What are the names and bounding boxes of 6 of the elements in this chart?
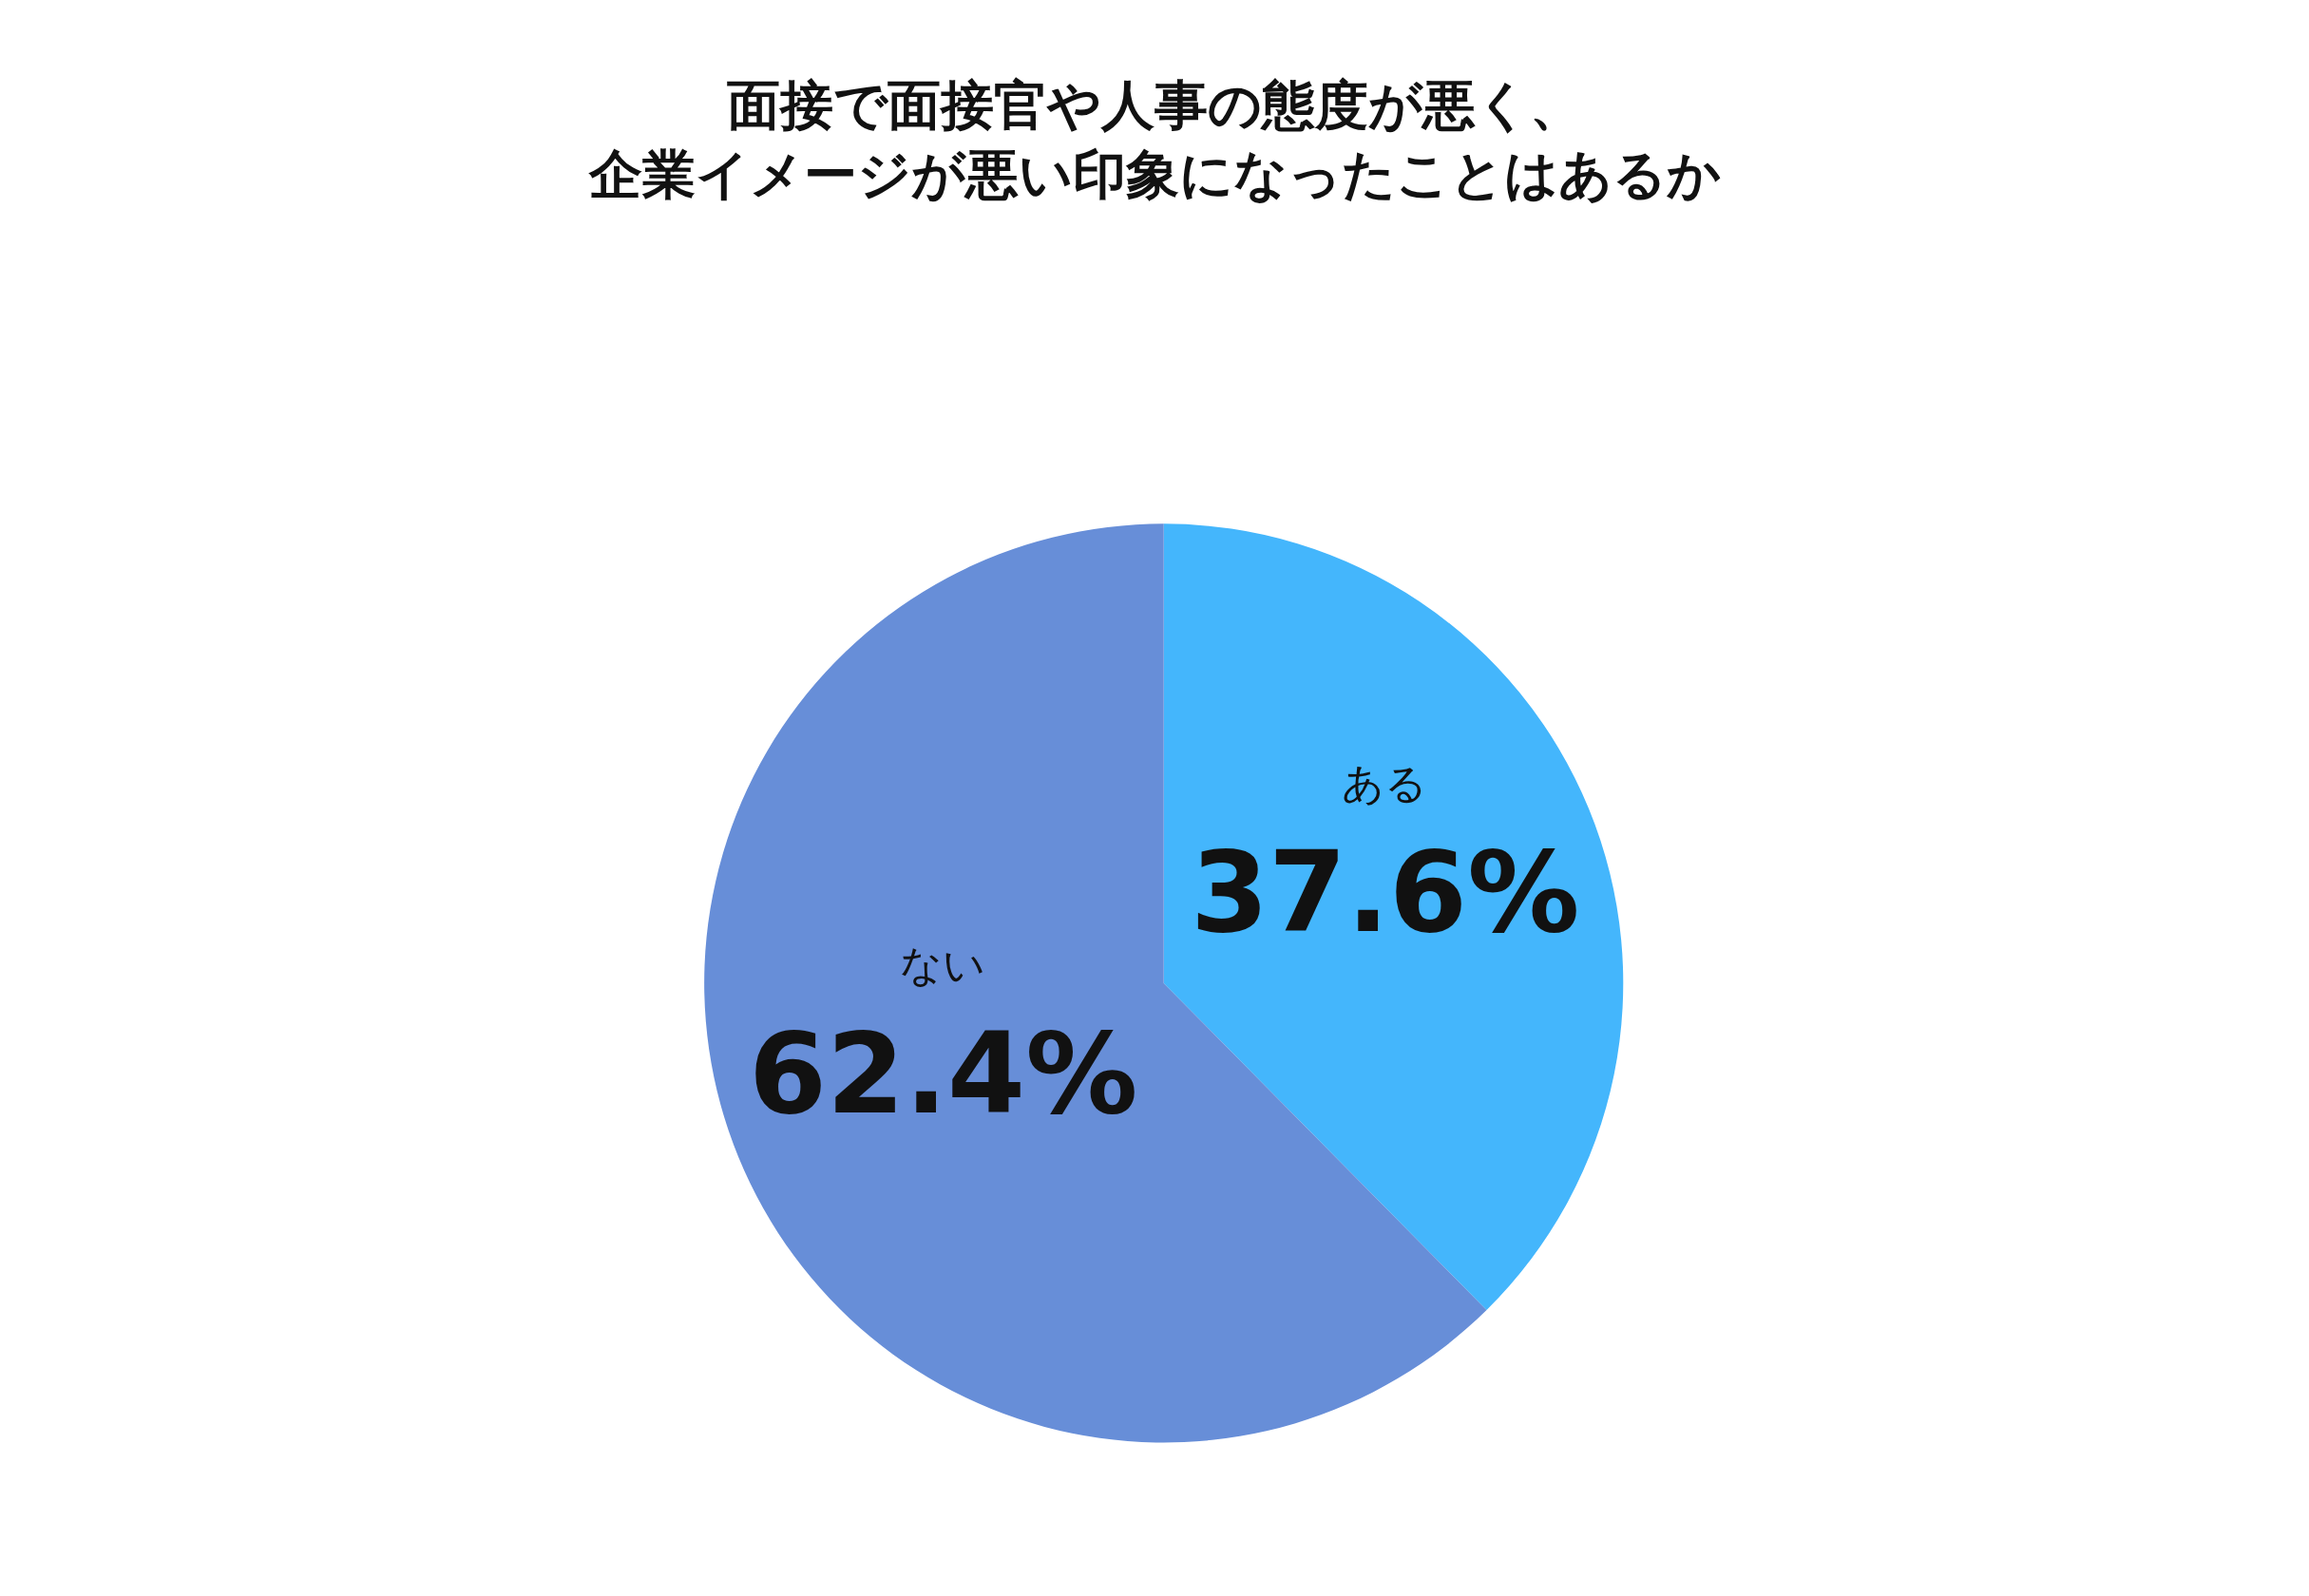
chart-title: 面接で面接官や人事の態度が悪く、企業イメージが悪い印象になったことはあるか (587, 74, 1721, 205)
slice-label: ない (900, 940, 985, 989)
data-label: 37.6% (1191, 826, 1580, 958)
pie-slice (1163, 523, 1623, 1310)
slice-label: ある (1342, 759, 1427, 808)
data-label: 62.4% (749, 1008, 1138, 1139)
